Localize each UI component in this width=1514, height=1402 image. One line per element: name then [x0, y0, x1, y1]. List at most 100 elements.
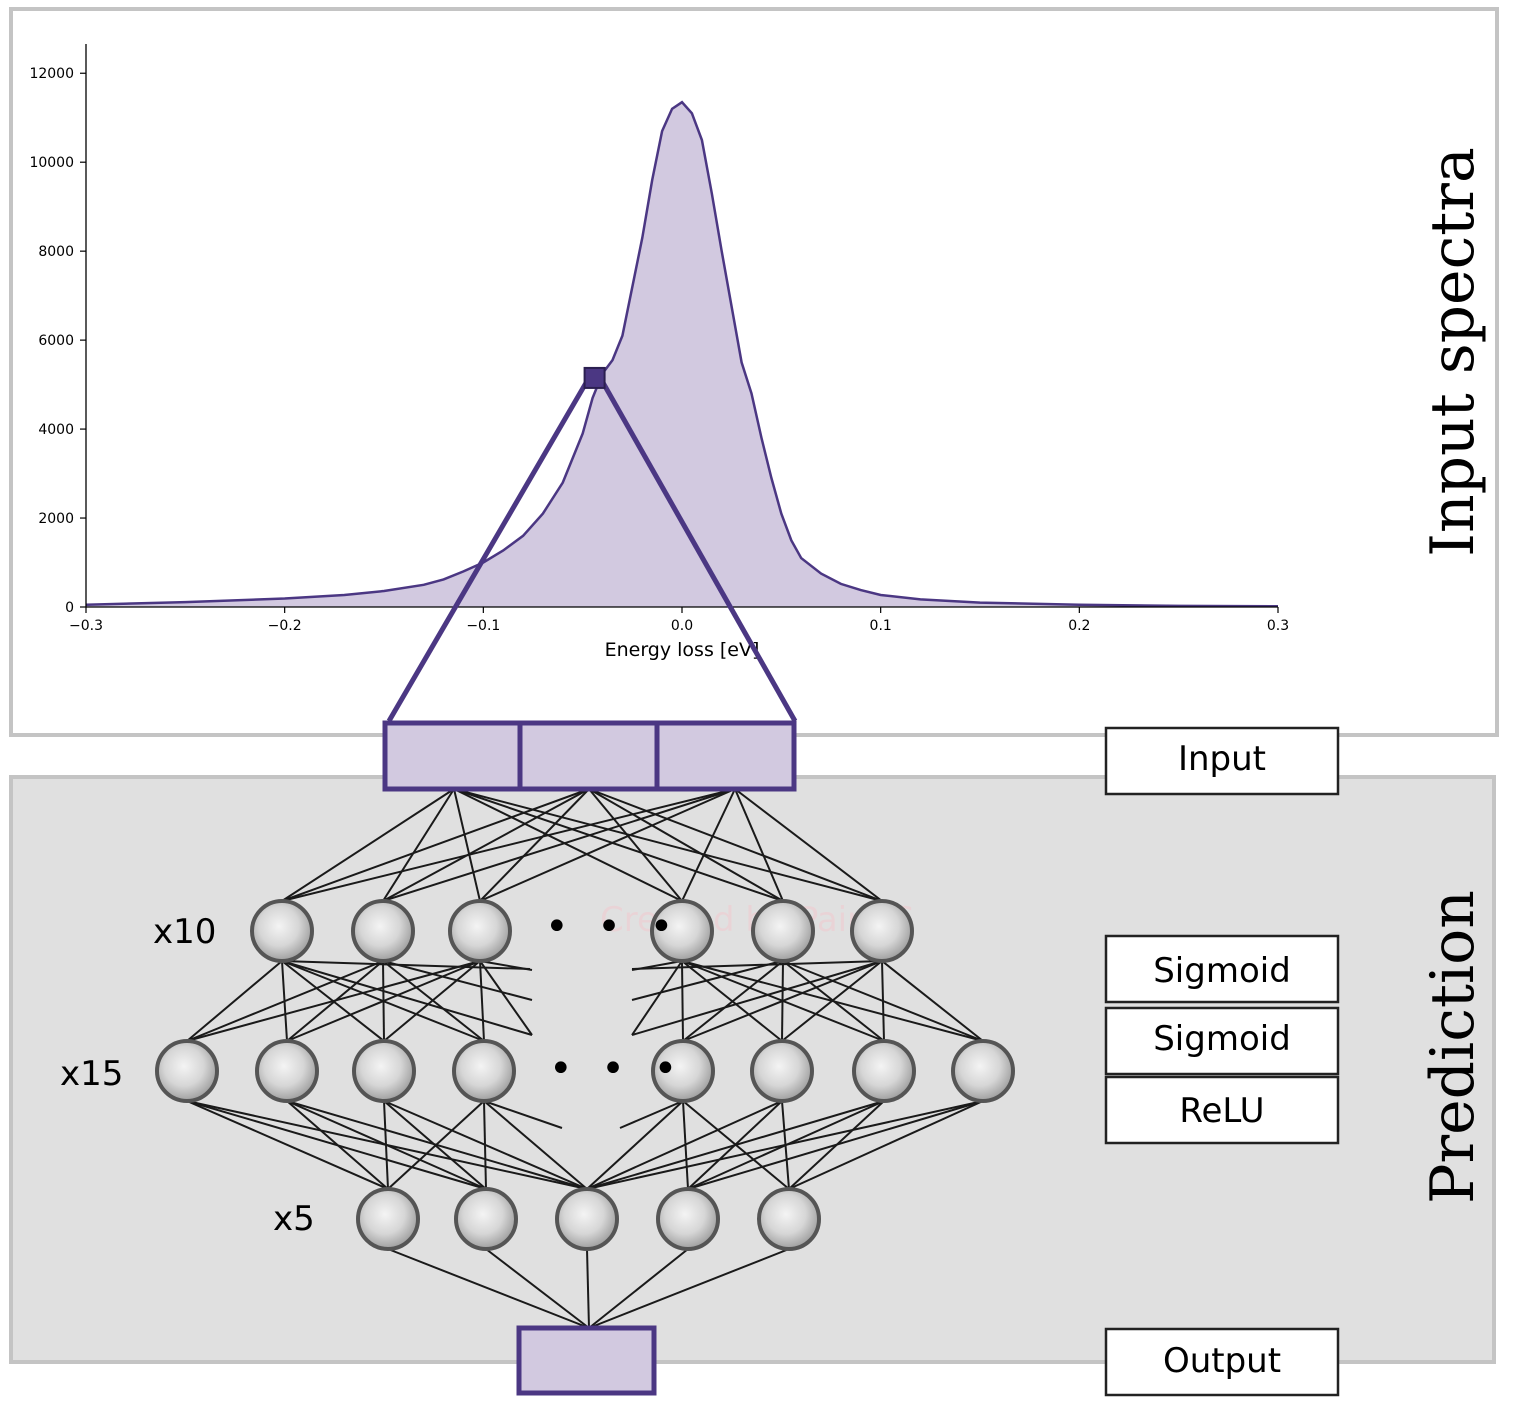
layer3-neuron: [555, 1187, 619, 1251]
connection-line: [383, 960, 481, 1042]
connection-line: [382, 788, 455, 902]
connection-stub: [631, 960, 883, 1036]
layer3-neuron: [757, 1187, 821, 1251]
connection-line: [588, 788, 683, 902]
connection-line: [586, 1100, 984, 1190]
spectrum-area: [86, 102, 1278, 607]
connection-line: [479, 788, 736, 902]
y-tick-label: 12000: [29, 66, 74, 82]
layer2-neuron: [852, 1039, 916, 1103]
layer2-count: x15: [60, 1054, 123, 1094]
layer3-neuron: [656, 1187, 720, 1251]
connection-stub: [619, 1100, 684, 1129]
y-tick-label: 6000: [38, 333, 74, 349]
output-label-box: [1104, 1327, 1340, 1397]
x-tick-label: 0.3: [1267, 618, 1289, 634]
connection-line: [681, 788, 736, 902]
layer1-neuron: [250, 899, 314, 963]
sigmoid1-label-box: [1104, 934, 1340, 1004]
connection-line: [586, 1100, 885, 1190]
connection-line: [281, 788, 455, 902]
connection-line: [286, 960, 481, 1042]
connection-stub: [631, 960, 883, 970]
spectrum-area-layer: [85, 100, 1279, 608]
connection-line: [485, 1248, 590, 1329]
connection-stub: [479, 960, 533, 1036]
sigmoid2-label-box: [1104, 1006, 1340, 1076]
y-tick-label: 10000: [29, 155, 74, 171]
connection-line: [682, 960, 784, 1042]
connection-line: [881, 960, 885, 1042]
layer3-count: x5: [273, 1199, 315, 1239]
x-axis-label: Energy loss [eV]: [605, 639, 760, 661]
prediction-title: Prediction: [1418, 890, 1488, 1204]
connection-stub: [382, 960, 533, 1001]
connection-line: [881, 960, 984, 1042]
layer1-neuron: [751, 899, 815, 963]
spectrum-chart: −0.3 −0.2 −0.1 0.0 0.1 0.2 0.3 0 2000 4000 6000 80…: [29, 44, 1289, 661]
x-tick-label: −0.3: [69, 618, 103, 634]
connection-line: [682, 960, 883, 1042]
x-ticks: −0.3 −0.2 −0.1 0.0 0.1 0.2 0.3: [69, 607, 1289, 634]
network-connections: [186, 788, 984, 1329]
connection-line: [186, 960, 283, 1042]
connection-line: [586, 1100, 783, 1190]
layer2-neuron: [750, 1039, 814, 1103]
connection-line: [483, 1100, 588, 1190]
connection-line: [588, 788, 784, 902]
output-block: [516, 1325, 657, 1396]
layer1-neuron: [650, 899, 714, 963]
zoom-line-right: [600, 380, 798, 723]
y-ticks: 0 2000 4000 6000 8000 10000 12000: [29, 66, 86, 616]
x-tick-label: 0.0: [671, 618, 693, 634]
connection-line: [387, 1100, 485, 1190]
input-blocks: [382, 720, 797, 792]
connection-line: [186, 1100, 389, 1190]
connection-line: [479, 788, 590, 902]
input-label: Input: [1178, 739, 1266, 779]
x-tick-label: −0.1: [466, 618, 500, 634]
connection-line: [586, 1248, 590, 1329]
connection-line: [382, 788, 590, 902]
connection-stub: [631, 960, 683, 1036]
connection-line: [387, 1248, 590, 1329]
connection-line: [586, 1100, 684, 1190]
connection-line: [281, 788, 736, 902]
input-label-box: [1104, 726, 1340, 796]
layer2-neuron: [951, 1039, 1015, 1103]
output-label: Output: [1163, 1341, 1281, 1381]
connection-line: [483, 1100, 487, 1190]
connection-line: [588, 1248, 689, 1329]
connection-line: [734, 788, 883, 902]
y-tick-label: 8000: [38, 244, 74, 260]
connection-stub: [281, 960, 533, 1036]
x-tick-label: 0.2: [1068, 618, 1090, 634]
connection-line: [734, 788, 784, 902]
input-spectra-title: Input spectra: [1418, 147, 1488, 556]
connection-line: [383, 1100, 389, 1190]
connection-line: [382, 788, 736, 902]
input-block: [654, 720, 797, 792]
input-spectra-panel: [9, 7, 1499, 737]
layer1-neuron: [351, 899, 415, 963]
layer2-neuron: [155, 1039, 219, 1103]
spectrum-line: [85, 100, 1279, 608]
connection-line: [453, 788, 683, 902]
layer1-count: x10: [153, 912, 216, 952]
input-block: [382, 720, 523, 792]
connection-line: [186, 960, 384, 1042]
layer2-neuron: [352, 1039, 416, 1103]
connection-line: [281, 788, 590, 902]
layer2-ellipsis: • • •: [549, 1046, 685, 1092]
connection-stub: [483, 1100, 563, 1129]
zoom-lines: [386, 366, 798, 723]
connection-stub: [281, 960, 531, 970]
layer1-neuron: [850, 899, 914, 963]
connection-line: [453, 788, 784, 902]
layer2-neuron: [651, 1039, 715, 1103]
highlight-marker: [583, 366, 606, 389]
connection-line: [588, 788, 883, 902]
connection-line: [453, 788, 883, 902]
y-tick-label: 2000: [38, 511, 74, 527]
